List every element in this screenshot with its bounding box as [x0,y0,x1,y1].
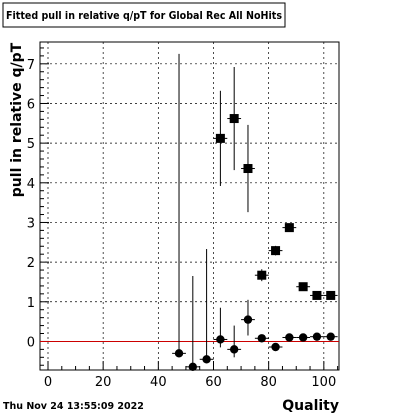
data-point-square [271,246,281,256]
y-tick-label: 7 [27,58,35,73]
x-tick-label: 0 [44,375,52,390]
data-point-circle [174,349,184,358]
footer-timestamp: Thu Nov 24 13:55:09 2022 [3,401,144,412]
y-tick-label: 0 [27,335,35,350]
title-box [2,2,286,28]
data-point-square [257,270,267,280]
y-tick-label: 3 [27,216,35,231]
data-point-square [298,282,308,292]
x-axis-label: Quality [282,398,339,414]
data-point-circle [285,333,294,342]
data-layer [172,53,338,372]
data-point-circle [326,332,335,341]
data-point-square [215,133,225,143]
data-point-circle [188,362,198,372]
data-point-circle [229,345,239,354]
axis-layer: 0 20 40 60 80 100 0 1 2 3 4 5 6 7 [27,47,339,390]
data-point-circle [271,342,280,352]
y-tick-label: 6 [27,97,35,112]
data-point-circle [257,334,266,343]
data-point-circle [216,335,225,344]
data-point-square [284,223,294,233]
y-tick-label: 5 [27,137,35,152]
data-point-circle [202,355,211,364]
x-tick-label: 80 [260,375,277,390]
y-axis-label: pull in relative q/pT [9,42,25,197]
data-point-square [312,290,322,300]
data-point-circle [312,332,322,341]
chart-title: Fitted pull in relative q/pT for Global … [6,10,282,22]
y-tick-label: 2 [27,256,35,271]
x-tick-label: 100 [311,375,336,390]
data-point-square [229,114,239,124]
x-tick-label: 40 [150,375,167,390]
plot-frame [39,41,340,371]
y-tick-label: 4 [27,177,35,192]
data-point-circle [243,315,253,324]
y-tick-label: 1 [27,296,35,311]
data-point-square [243,164,253,174]
data-point-circle [298,333,308,342]
data-point-square [326,290,336,300]
x-tick-label: 20 [95,375,112,390]
x-tick-label: 60 [205,375,222,390]
